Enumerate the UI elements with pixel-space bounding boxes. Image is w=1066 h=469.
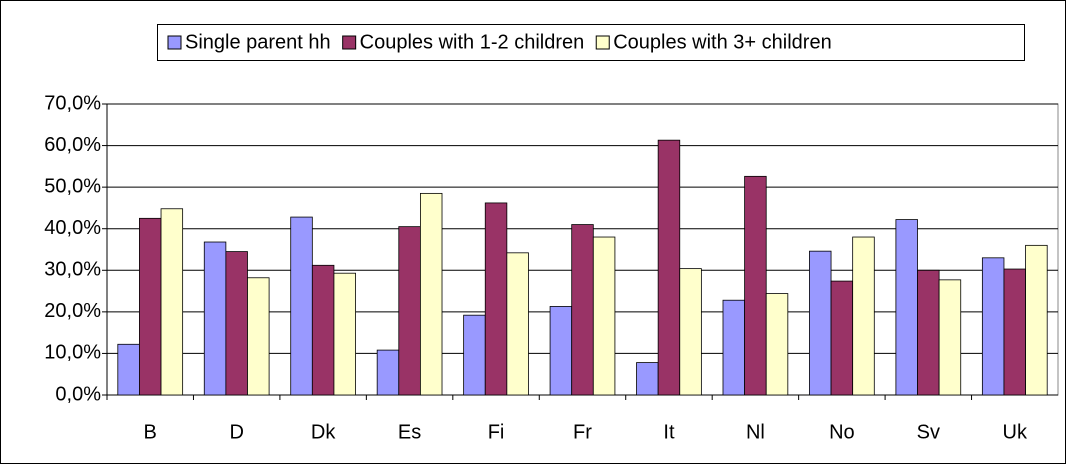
bar bbox=[398, 226, 421, 396]
bar bbox=[225, 251, 248, 396]
x-tick-label: Es bbox=[398, 421, 421, 443]
legend-box bbox=[157, 24, 1025, 61]
x-tick-label: Dk bbox=[311, 421, 336, 443]
bar bbox=[549, 306, 573, 396]
y-tick-label: 0,0% bbox=[55, 383, 101, 405]
legend-label: Couples with 1-2 children bbox=[360, 31, 585, 53]
legend-label: Single parent hh bbox=[185, 31, 331, 53]
bar bbox=[203, 241, 227, 396]
bar bbox=[679, 268, 702, 396]
x-tick-label: Uk bbox=[1003, 421, 1028, 443]
bar bbox=[139, 217, 162, 396]
y-tick-label: 50,0% bbox=[44, 175, 101, 197]
x-tick-label: No bbox=[829, 421, 855, 443]
y-tick-label: 10,0% bbox=[44, 342, 101, 364]
bar bbox=[247, 277, 270, 396]
y-tick-label: 20,0% bbox=[44, 300, 101, 322]
bar bbox=[160, 208, 184, 396]
bar bbox=[852, 236, 875, 396]
bar bbox=[1025, 244, 1048, 396]
bar bbox=[419, 192, 443, 396]
bar bbox=[981, 257, 1005, 396]
legend-swatch bbox=[167, 35, 182, 50]
bar bbox=[744, 175, 767, 396]
y-tick-label: 70,0% bbox=[44, 92, 101, 114]
x-tick-label: B bbox=[144, 421, 157, 443]
bar bbox=[765, 293, 789, 396]
legend-swatch bbox=[342, 35, 357, 50]
bar bbox=[809, 250, 832, 396]
bar bbox=[917, 269, 940, 396]
bar bbox=[290, 216, 313, 396]
legend-swatch bbox=[595, 35, 610, 50]
bar bbox=[376, 349, 400, 396]
bar bbox=[117, 343, 140, 396]
y-tick-label: 60,0% bbox=[44, 134, 101, 156]
x-tick-label: Sv bbox=[917, 421, 940, 443]
bar bbox=[311, 264, 335, 396]
bar bbox=[571, 224, 594, 396]
x-tick-label: D bbox=[229, 421, 243, 443]
x-tick-label: It bbox=[663, 421, 675, 443]
bar bbox=[1003, 268, 1026, 396]
x-tick-label: Fi bbox=[488, 421, 505, 443]
y-tick-label: 30,0% bbox=[44, 259, 101, 281]
bar bbox=[506, 252, 529, 396]
y-tick-label: 40,0% bbox=[44, 217, 101, 239]
legend-label: Couples with 3+ children bbox=[613, 31, 831, 53]
bar bbox=[592, 236, 616, 396]
bar bbox=[938, 279, 962, 396]
bar bbox=[722, 299, 746, 396]
bar bbox=[636, 362, 659, 396]
x-tick-label: Nl bbox=[746, 421, 765, 443]
bar bbox=[484, 202, 508, 396]
bar bbox=[333, 272, 356, 396]
bar bbox=[657, 139, 681, 396]
x-tick-label: Fr bbox=[573, 421, 592, 443]
bar bbox=[895, 219, 918, 396]
bar bbox=[463, 314, 486, 396]
bar bbox=[830, 280, 854, 396]
